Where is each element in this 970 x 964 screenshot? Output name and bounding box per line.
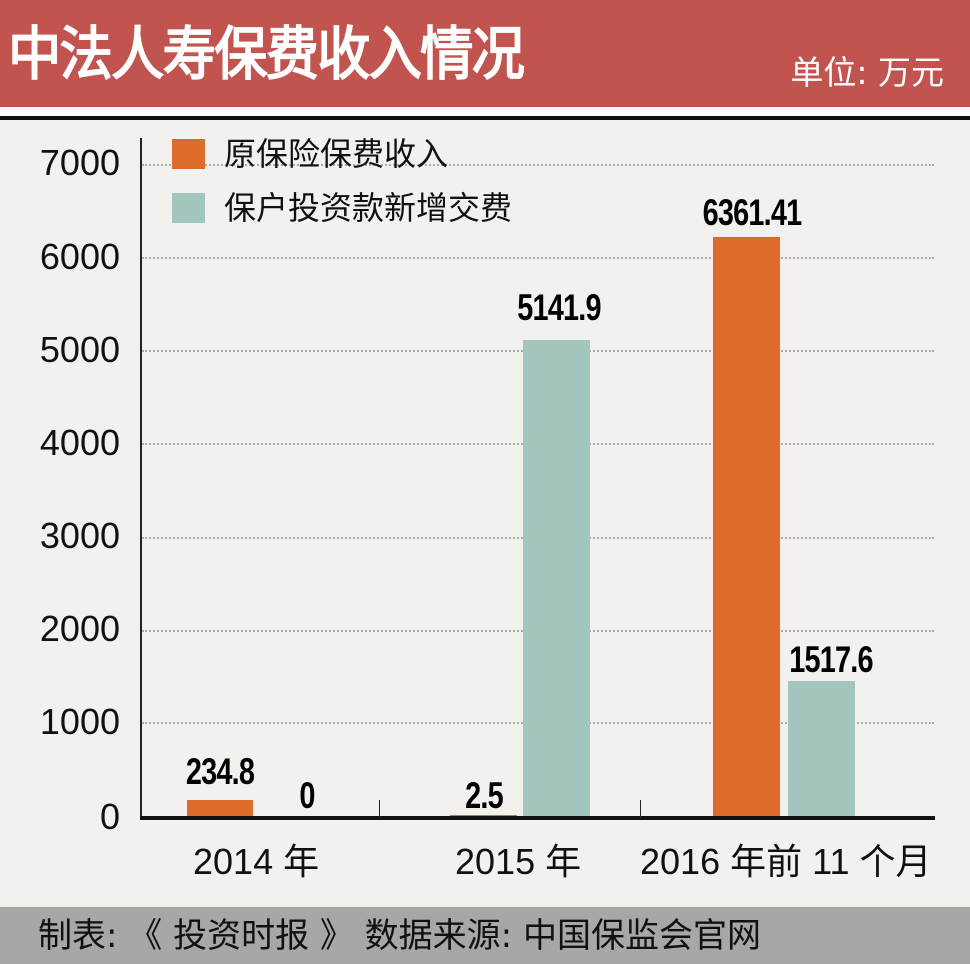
value-label-2014-orange: 234.8	[185, 751, 255, 792]
ytick-1000: 1000	[39, 701, 120, 742]
ytick-6000: 6000	[39, 236, 120, 277]
value-label-2016-orange: 6361.41	[702, 192, 803, 233]
xlabel-2015: 2015 年	[455, 841, 582, 882]
category-separator	[379, 800, 380, 818]
ytick-4000: 4000	[39, 422, 120, 463]
unit-label: 单位: 万元	[790, 53, 944, 92]
legend-swatch-orange	[172, 139, 205, 169]
category-separator	[640, 800, 641, 818]
xlabel-2014: 2014 年	[193, 841, 320, 882]
ytick-7000: 7000	[39, 142, 120, 183]
gridline-7000	[142, 164, 934, 166]
gridline-6000	[142, 257, 934, 259]
chart-title: 中法人寿保费收入情况	[8, 20, 525, 88]
legend-swatch-teal	[172, 193, 205, 223]
chart-footer: 制表: 《 投资时报 》 数据来源: 中国保监会官网	[0, 907, 970, 964]
bar-2016-investment-deposit	[788, 681, 855, 818]
bar-2014-original-premium	[187, 800, 253, 818]
xlabel-2016: 2016 年前 11 个月	[640, 841, 932, 882]
value-label-2015-teal: 5141.9	[517, 287, 601, 328]
legend-label: 保户投资款新增交费	[224, 189, 513, 227]
source-credit: 制表: 《 投资时报 》 数据来源: 中国保监会官网	[38, 916, 761, 956]
ytick-5000: 5000	[39, 329, 120, 370]
ytick-0: 0	[99, 796, 120, 837]
header-divider-rule	[0, 116, 970, 120]
y-axis-line	[140, 138, 142, 820]
legend-label: 原保险保费收入	[224, 135, 449, 173]
value-label-2014-teal: 0	[299, 775, 315, 816]
header-divider-white	[0, 107, 970, 116]
value-label-2015-orange: 2.5	[465, 775, 504, 816]
bar-2015-investment-deposit	[523, 340, 590, 818]
x-axis-line	[140, 816, 935, 820]
ytick-3000: 3000	[39, 515, 120, 556]
ytick-2000: 2000	[39, 608, 120, 649]
chart-header: 中法人寿保费收入情况 单位: 万元	[0, 0, 970, 107]
value-label-2016-teal: 1517.6	[789, 639, 873, 680]
bar-2016-original-premium	[713, 237, 780, 818]
